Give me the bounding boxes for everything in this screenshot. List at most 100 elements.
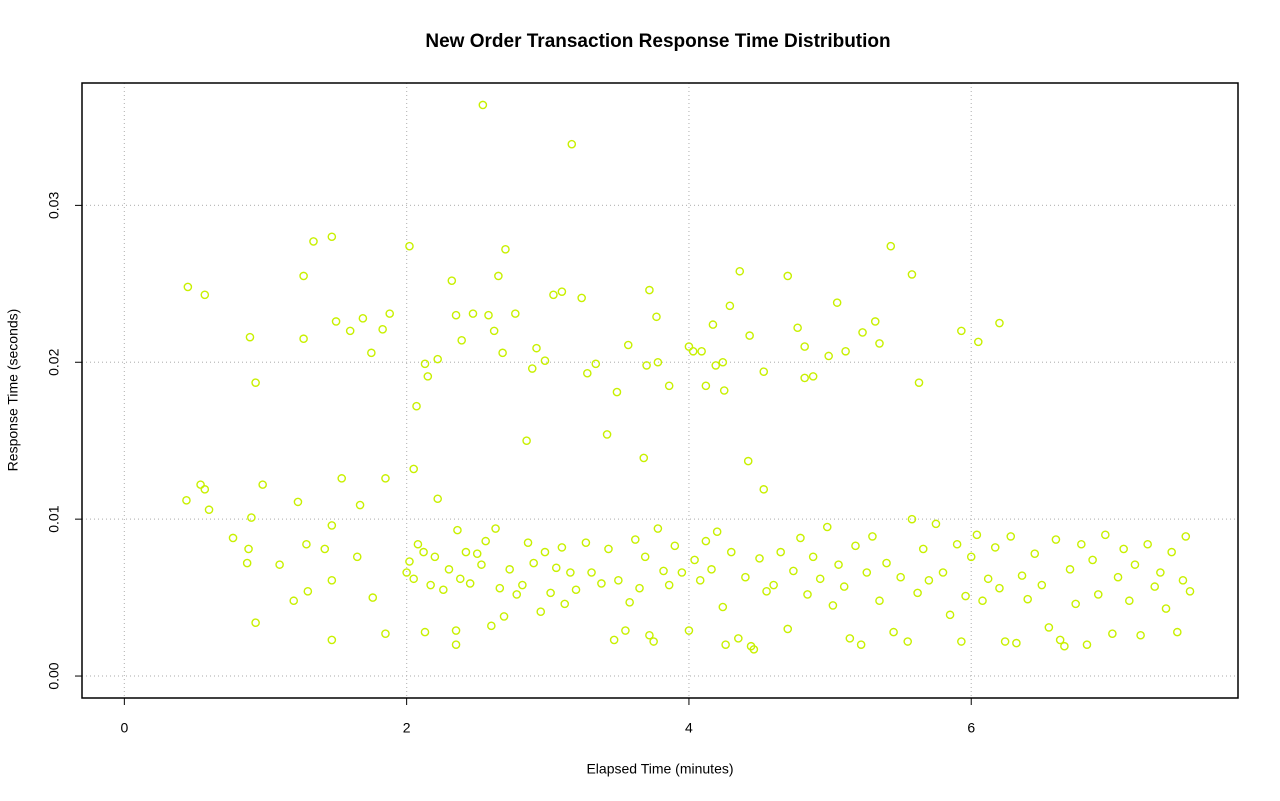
- point: [824, 351, 833, 361]
- point: [659, 566, 668, 576]
- point: [1125, 596, 1134, 606]
- point: [560, 599, 570, 609]
- point: [378, 325, 387, 334]
- point: [822, 522, 832, 532]
- point: [845, 634, 855, 643]
- point: [858, 328, 867, 337]
- point: [1113, 572, 1123, 582]
- point: [907, 514, 917, 524]
- point: [451, 640, 461, 649]
- point: [789, 566, 798, 576]
- point: [523, 538, 533, 547]
- point: [1173, 627, 1182, 637]
- point: [1108, 629, 1117, 638]
- point: [995, 583, 1004, 593]
- point: [444, 565, 454, 574]
- point: [649, 637, 658, 646]
- point: [841, 346, 850, 356]
- point: [762, 587, 771, 596]
- point: [327, 635, 337, 645]
- point: [1161, 604, 1171, 613]
- point: [352, 552, 362, 562]
- point: [258, 480, 267, 489]
- point: [289, 596, 299, 606]
- point: [640, 552, 650, 562]
- point: [385, 309, 395, 318]
- point: [494, 271, 503, 281]
- point: [708, 320, 718, 329]
- point: [495, 583, 505, 593]
- point: [478, 100, 488, 110]
- point: [875, 596, 884, 606]
- point: [604, 544, 613, 554]
- point: [423, 372, 433, 381]
- point: [697, 346, 706, 356]
- point: [1119, 544, 1128, 554]
- point: [228, 533, 238, 543]
- point: [1044, 623, 1054, 632]
- point: [957, 637, 966, 646]
- point: [856, 640, 866, 649]
- point: [1181, 532, 1191, 541]
- point: [1093, 590, 1103, 599]
- point: [481, 536, 490, 546]
- point: [913, 588, 922, 598]
- point: [302, 539, 311, 549]
- point: [896, 572, 905, 582]
- point: [886, 241, 896, 251]
- point: [439, 585, 448, 595]
- point: [645, 630, 654, 640]
- point: [402, 568, 411, 577]
- point: [355, 500, 365, 510]
- point: [1077, 539, 1086, 549]
- point: [465, 579, 475, 588]
- point: [889, 627, 898, 637]
- point: [602, 430, 612, 439]
- point: [472, 549, 482, 558]
- point: [995, 318, 1004, 328]
- point: [695, 576, 705, 585]
- point: [409, 464, 418, 474]
- point: [972, 530, 982, 540]
- point: [653, 357, 663, 367]
- point: [540, 356, 550, 365]
- point: [484, 310, 493, 320]
- point: [242, 558, 252, 568]
- plot-frame: [81, 82, 1239, 699]
- point: [735, 266, 745, 276]
- point: [839, 582, 849, 591]
- point: [405, 241, 414, 251]
- point: [1156, 568, 1165, 577]
- point: [808, 552, 818, 562]
- point: [745, 331, 754, 340]
- point: [368, 593, 378, 602]
- point: [832, 298, 842, 307]
- point: [468, 309, 478, 318]
- point: [670, 541, 680, 551]
- point: [769, 580, 778, 590]
- point: [978, 596, 987, 606]
- point: [381, 474, 390, 483]
- point: [973, 337, 983, 347]
- point: [303, 587, 313, 596]
- point: [577, 293, 586, 303]
- point: [741, 572, 750, 582]
- point: [529, 558, 538, 568]
- point: [793, 323, 802, 333]
- point: [426, 580, 435, 590]
- point: [635, 583, 644, 593]
- point: [420, 627, 430, 637]
- point: [413, 539, 423, 549]
- point: [614, 576, 623, 585]
- point: [327, 576, 337, 585]
- point: [924, 576, 934, 585]
- point: [546, 588, 555, 598]
- point: [412, 401, 421, 411]
- point: [718, 357, 728, 367]
- chart-title: New Order Transaction Response Time Dist…: [425, 31, 890, 52]
- point: [755, 554, 764, 563]
- point: [653, 524, 663, 533]
- point: [688, 346, 698, 356]
- point: [489, 326, 499, 336]
- point: [345, 326, 355, 336]
